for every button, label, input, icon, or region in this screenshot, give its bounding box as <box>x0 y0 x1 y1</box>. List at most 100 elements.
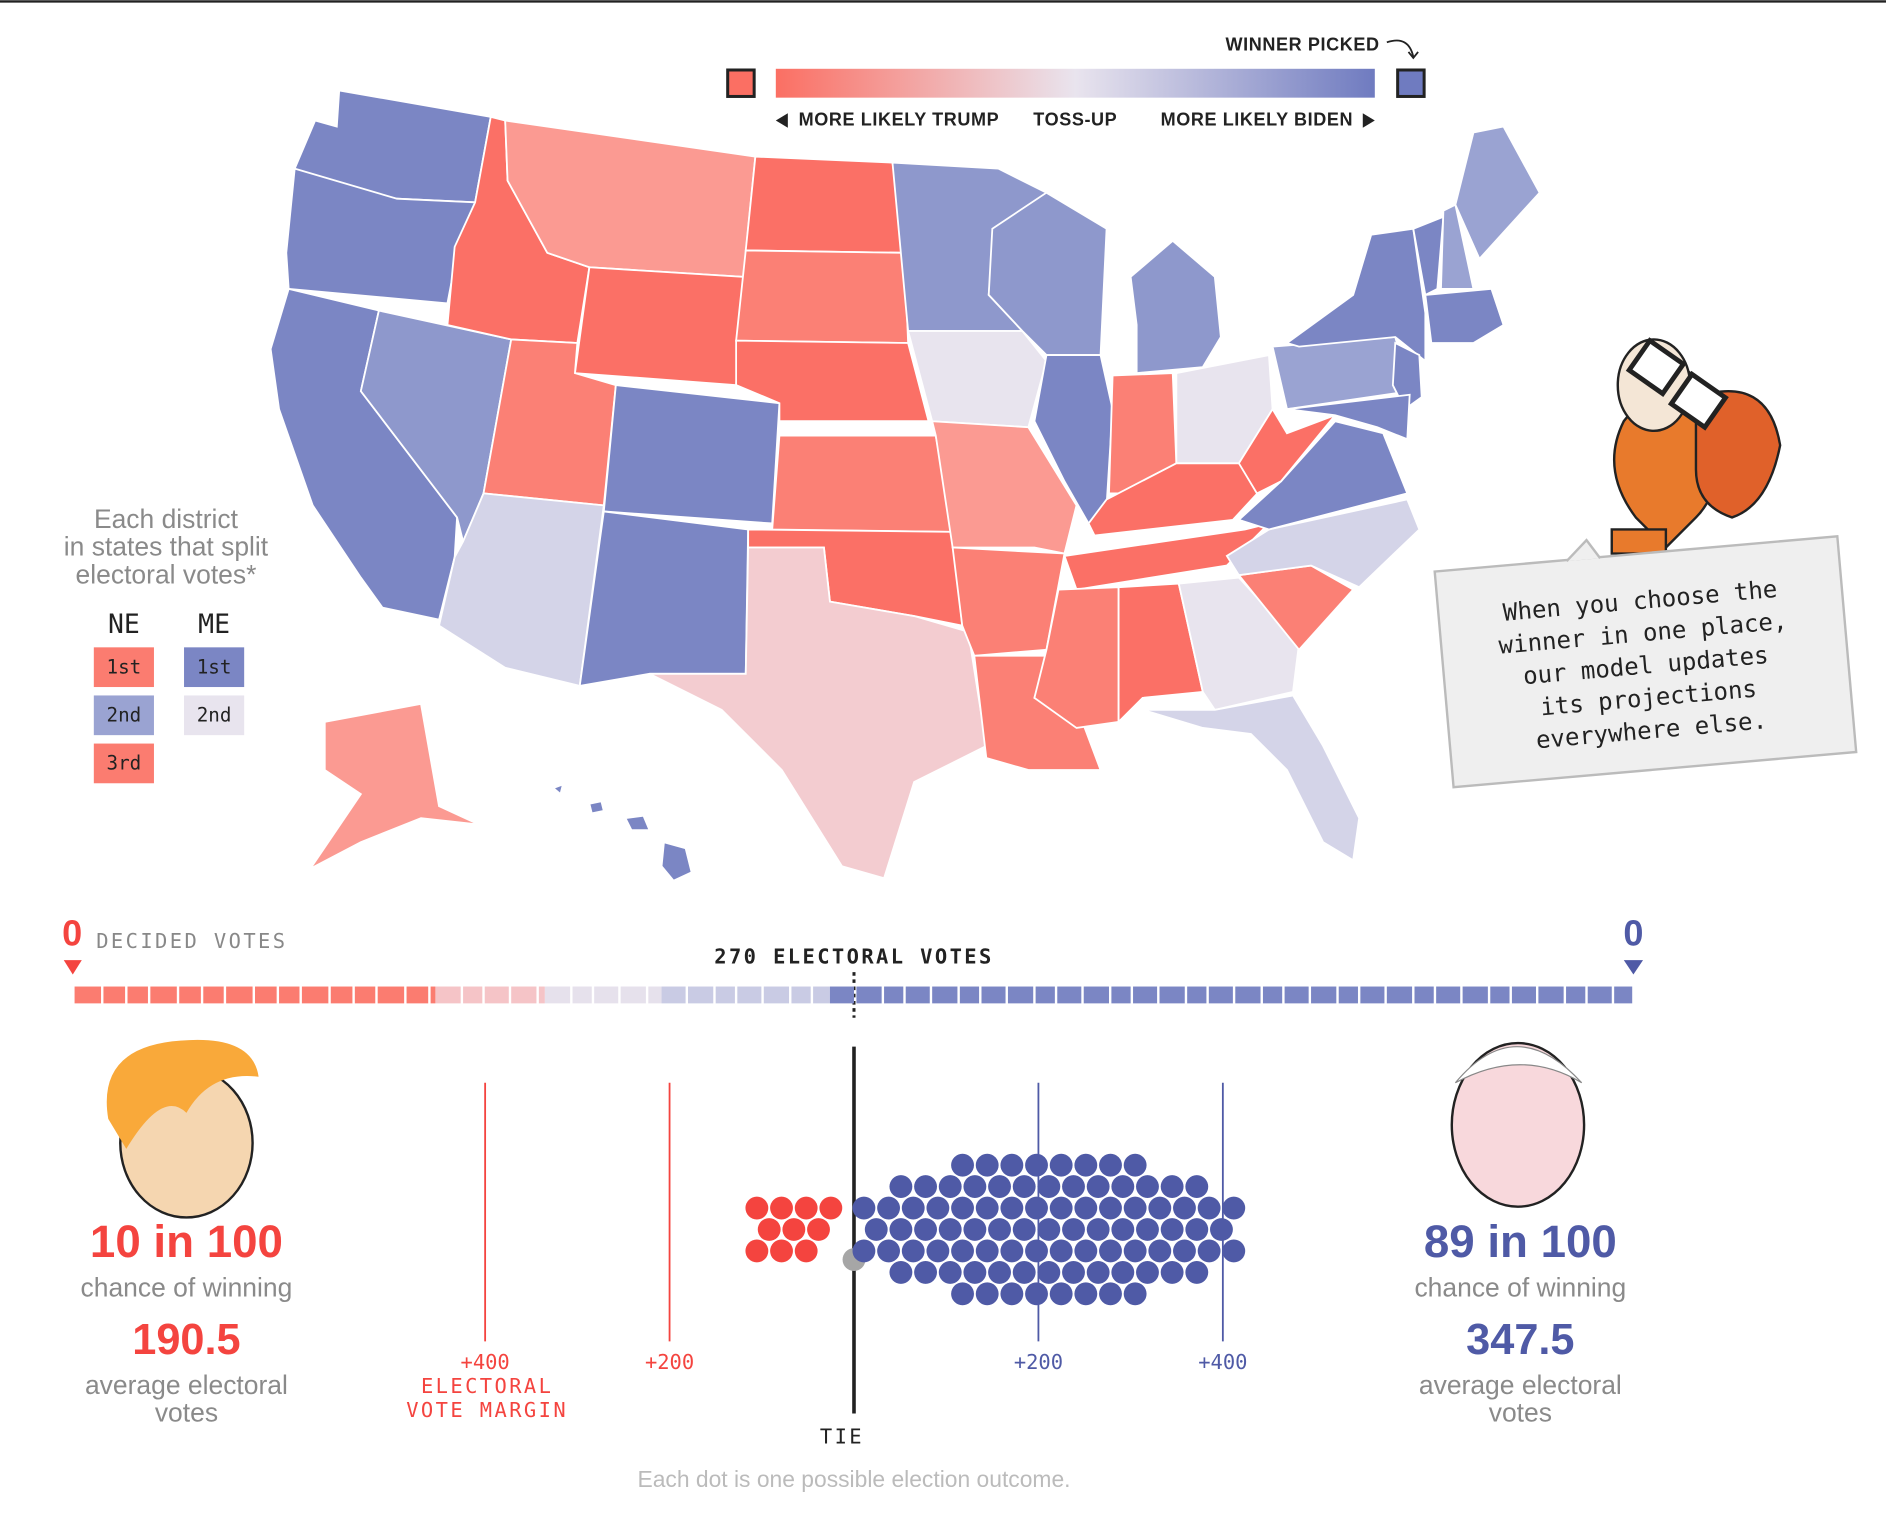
ev-segment[interactable] <box>1133 986 1158 1004</box>
ev-segment[interactable] <box>791 986 811 1004</box>
state[interactable] <box>1454 125 1541 261</box>
ev-segment[interactable] <box>511 986 537 1004</box>
ev-segment[interactable] <box>1414 986 1434 1004</box>
ev-segment[interactable] <box>354 986 376 1004</box>
ev-segment[interactable] <box>1490 986 1510 1004</box>
state[interactable] <box>1117 582 1204 725</box>
ev-segment[interactable] <box>1007 986 1034 1004</box>
ev-segment[interactable] <box>1436 986 1461 1004</box>
state[interactable] <box>735 249 910 344</box>
ev-segment[interactable] <box>226 986 253 1004</box>
ev-segment[interactable] <box>884 986 904 1004</box>
ev-segment[interactable] <box>763 986 790 1004</box>
district-box[interactable] <box>93 647 154 688</box>
state[interactable] <box>309 702 518 870</box>
ev-segment[interactable] <box>103 986 126 1004</box>
ev-segment[interactable] <box>594 986 619 1004</box>
state[interactable] <box>588 800 605 815</box>
ev-segment[interactable] <box>435 986 461 1004</box>
ev-segment[interactable] <box>1360 986 1385 1004</box>
ev-segment[interactable] <box>572 986 592 1004</box>
ev-segment[interactable] <box>74 986 102 1004</box>
ev-segment[interactable] <box>377 986 405 1004</box>
district-box[interactable] <box>184 695 245 736</box>
ev-segment[interactable] <box>430 986 436 1004</box>
state[interactable] <box>1424 287 1505 344</box>
ev-segment[interactable] <box>620 986 646 1004</box>
ev-segment[interactable] <box>932 986 958 1004</box>
trump-picked-swatch[interactable] <box>726 68 756 98</box>
state[interactable] <box>735 339 930 423</box>
ev-segment[interactable] <box>1587 986 1612 1004</box>
state[interactable] <box>1412 215 1445 297</box>
ev-segment[interactable] <box>981 986 1006 1004</box>
district-box[interactable] <box>184 647 245 688</box>
ev-segment[interactable] <box>1235 986 1261 1004</box>
ev-segment[interactable] <box>1111 986 1131 1004</box>
ev-segment[interactable] <box>688 986 714 1004</box>
ev-segment[interactable] <box>1311 986 1337 1004</box>
state[interactable] <box>602 384 781 525</box>
ev-segment[interactable] <box>1057 986 1082 1004</box>
state[interactable] <box>1225 498 1421 589</box>
ev-segment[interactable] <box>661 986 686 1004</box>
ev-segment[interactable] <box>1035 986 1055 1004</box>
ev-segment[interactable] <box>1159 986 1185 1004</box>
ev-segment[interactable] <box>856 986 882 1004</box>
state[interactable] <box>624 814 651 832</box>
state[interactable] <box>906 330 1048 429</box>
state[interactable] <box>660 841 693 882</box>
ev-segment[interactable] <box>1511 986 1536 1004</box>
ev-segment[interactable] <box>1614 986 1633 1004</box>
ev-segment[interactable] <box>484 986 509 1004</box>
ev-segment[interactable] <box>1262 986 1283 1004</box>
ev-segment[interactable] <box>905 986 930 1004</box>
ev-segment[interactable] <box>330 986 353 1004</box>
state[interactable] <box>951 546 1066 657</box>
state[interactable] <box>1440 203 1475 290</box>
ev-segment[interactable] <box>1566 986 1586 1004</box>
state[interactable] <box>1142 694 1361 862</box>
x-axis-label: ELECTORAL <box>421 1374 553 1398</box>
ev-segment[interactable] <box>150 986 177 1004</box>
state[interactable] <box>1284 227 1427 363</box>
ev-segment[interactable] <box>279 986 300 1004</box>
biden-picked-swatch[interactable] <box>1396 68 1426 98</box>
state[interactable] <box>578 510 750 687</box>
state[interactable] <box>573 266 745 387</box>
ev-segment[interactable] <box>254 986 277 1004</box>
state[interactable] <box>551 783 565 796</box>
ev-segment[interactable] <box>1284 986 1309 1004</box>
state[interactable] <box>1286 393 1411 441</box>
state[interactable] <box>744 155 906 254</box>
state[interactable] <box>1129 239 1222 375</box>
ev-segment[interactable] <box>203 986 224 1004</box>
ev-segment[interactable] <box>1462 986 1488 1004</box>
district-box[interactable] <box>93 695 154 736</box>
ev-segment[interactable] <box>301 986 329 1004</box>
ev-segment[interactable] <box>1386 986 1413 1004</box>
ev-segment[interactable] <box>1187 986 1207 1004</box>
ev-segment[interactable] <box>406 986 429 1004</box>
state[interactable] <box>771 434 954 533</box>
ev-segment[interactable] <box>463 986 483 1004</box>
state[interactable] <box>1391 341 1423 411</box>
state[interactable] <box>649 546 988 880</box>
ev-segment[interactable] <box>813 986 830 1004</box>
district-box[interactable] <box>93 743 154 784</box>
state[interactable] <box>931 420 1078 555</box>
ev-segment[interactable] <box>829 986 854 1004</box>
ev-segment[interactable] <box>1338 986 1358 1004</box>
ev-segment[interactable] <box>179 986 201 1004</box>
ev-segment[interactable] <box>648 986 662 1004</box>
ev-segment[interactable] <box>1538 986 1564 1004</box>
ev-segment[interactable] <box>959 986 980 1004</box>
ev-segment[interactable] <box>1208 986 1233 1004</box>
ev-segment[interactable] <box>127 986 148 1004</box>
ev-segment[interactable] <box>715 986 735 1004</box>
us-map[interactable] <box>269 89 1541 882</box>
ev-segment[interactable] <box>1083 986 1109 1004</box>
ev-segment[interactable] <box>544 986 571 1004</box>
ev-segment[interactable] <box>737 986 762 1004</box>
ev-segment[interactable] <box>538 986 545 1004</box>
